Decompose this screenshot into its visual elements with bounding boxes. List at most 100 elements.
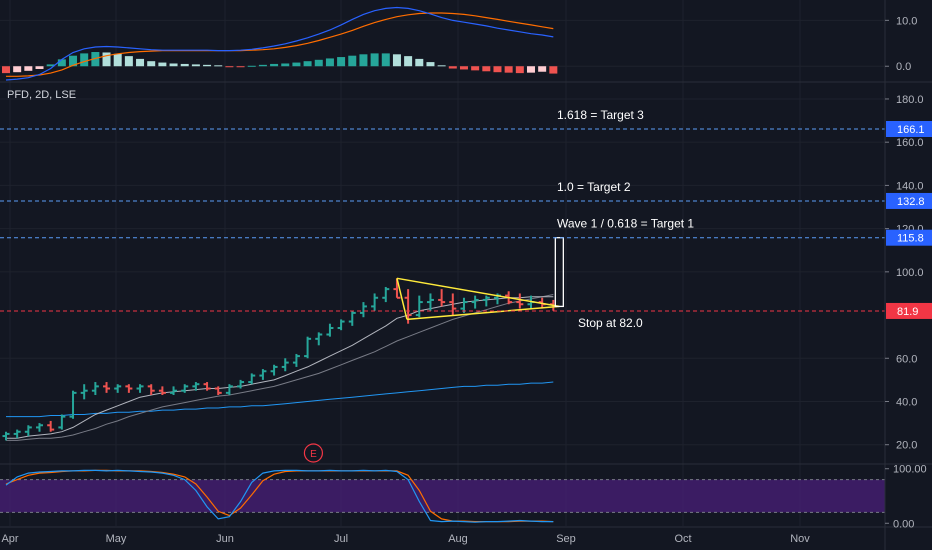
price-level-badge-label: 115.8	[897, 233, 924, 245]
macd-histogram-bar	[448, 66, 457, 69]
ohlc-bar	[460, 297, 468, 313]
macd-histogram-bar	[314, 59, 323, 67]
price-tick-label: 40.0	[896, 396, 917, 408]
macd-histogram-bar	[203, 64, 212, 67]
macd-histogram-bar	[191, 64, 200, 67]
macd-histogram-bar	[381, 53, 390, 67]
x-axis-label: Sep	[556, 533, 576, 545]
ohlc-bar	[516, 293, 524, 309]
ohlc-bar	[47, 420, 55, 432]
pennant-lower-line	[406, 305, 560, 321]
macd-histogram-bar	[325, 58, 334, 67]
price-panel: 1.618 = Target 3 1.0 = Target 2 Wave 1 / 0…	[0, 108, 885, 463]
ohlc-bar	[382, 286, 390, 303]
price-level-badge	[886, 302, 932, 319]
macd-histogram-bar	[504, 66, 513, 73]
ohlc-bar	[225, 384, 233, 396]
ohlc-bar	[438, 289, 446, 307]
ohlc-bar	[181, 384, 189, 393]
ohlc-bar	[58, 414, 66, 430]
ohlc-bar	[158, 386, 166, 396]
ma-fast-line	[6, 296, 554, 439]
price-level-badge-label: 166.1	[897, 124, 925, 136]
price-tick-label: 180.0	[896, 94, 924, 106]
target-measure-box	[554, 237, 564, 308]
ohlc-bar	[214, 386, 222, 396]
macd-histogram-bar	[303, 61, 312, 67]
ohlc-bar	[348, 310, 356, 326]
macd-histogram-bar	[370, 53, 379, 67]
macd-histogram-bar	[124, 56, 133, 67]
ohlc-bar	[371, 293, 379, 311]
ohlc-bar	[337, 319, 345, 331]
stochastic-panel	[0, 469, 885, 523]
ohlc-bar	[103, 382, 111, 393]
stochastic-band	[0, 479, 885, 513]
macd-histogram-bar	[459, 66, 468, 70]
stochastic-tick-label: 0.00	[893, 518, 914, 530]
ohlc-bar	[237, 379, 245, 389]
macd-histogram-bar	[392, 54, 401, 67]
symbol-label: PFD, 2D, LSE	[7, 89, 76, 101]
x-axis-label: Jun	[216, 533, 234, 545]
price-level-badge	[886, 192, 932, 209]
price-tick-label: 160.0	[896, 137, 924, 149]
pennant-upper-line	[396, 277, 560, 308]
x-axis-label: May	[106, 533, 127, 545]
macd-histogram-bar	[281, 63, 290, 67]
macd-histogram-bar	[493, 66, 502, 73]
macd-histogram-bar	[404, 56, 413, 67]
x-axis-label: Oct	[674, 533, 691, 545]
x-axis-label: Jul	[334, 533, 348, 545]
ohlc-bar	[315, 332, 323, 346]
ohlc-bar	[248, 373, 256, 385]
ohlc-bar	[203, 382, 211, 391]
macd-histogram-bar	[46, 64, 55, 67]
macd-histogram-bar	[549, 66, 558, 74]
earnings-marker-icon	[303, 443, 324, 463]
macd-histogram-bar	[247, 65, 256, 67]
macd-histogram-bar	[426, 62, 435, 67]
macd-histogram-bar	[359, 54, 368, 67]
macd-histogram-bar	[214, 65, 223, 67]
macd-histogram-bar	[270, 63, 279, 67]
macd-histogram-bar	[13, 66, 22, 73]
macd-histogram-bar	[102, 52, 111, 67]
ohlc-bar	[80, 384, 88, 400]
ohlc-bar	[147, 384, 155, 396]
macd-histogram-bar	[471, 66, 480, 71]
macd-histogram-bar	[35, 66, 44, 69]
pennant-base-line	[396, 278, 408, 320]
target-annotation: Wave 1 / 0.618 = Target 1	[557, 217, 694, 231]
x-axis-label: Apr	[1, 533, 18, 545]
ohlc-bar	[449, 293, 457, 316]
macd-histogram-bar	[113, 53, 122, 67]
macd-histogram-bar	[482, 66, 491, 72]
price-level-badge-label: 132.8	[897, 196, 925, 208]
ohlc-bar	[91, 382, 99, 396]
price-level-badge-label: 81.9	[897, 306, 918, 318]
price-level-badge	[886, 121, 932, 138]
stop-annotation: Stop at 82.0	[578, 316, 643, 330]
macd-histogram-bar	[348, 55, 357, 67]
ohlc-bar	[114, 384, 122, 393]
ohlc-bar	[359, 302, 367, 318]
price-tick-label: 140.0	[896, 180, 924, 192]
ohlc-bar	[281, 358, 289, 372]
ohlc-bar	[13, 429, 21, 439]
ohlc-bar	[426, 293, 434, 311]
ohlc-bar	[170, 386, 178, 396]
macd-histogram-bar	[538, 66, 547, 72]
stochastic-k-line	[5, 469, 554, 523]
ohlc-bar	[192, 382, 200, 391]
macd-line	[5, 6, 554, 81]
ohlc-bar	[36, 423, 44, 432]
macd-histogram-bar	[158, 62, 167, 67]
price-tick-label: 60.0	[896, 353, 917, 365]
ohlc-bar	[404, 289, 412, 324]
macd-histogram-bar	[258, 64, 267, 67]
ohlc-bar	[2, 431, 10, 441]
macd-tick-label: 10.0	[896, 15, 917, 27]
x-axis-label: Nov	[790, 533, 810, 545]
